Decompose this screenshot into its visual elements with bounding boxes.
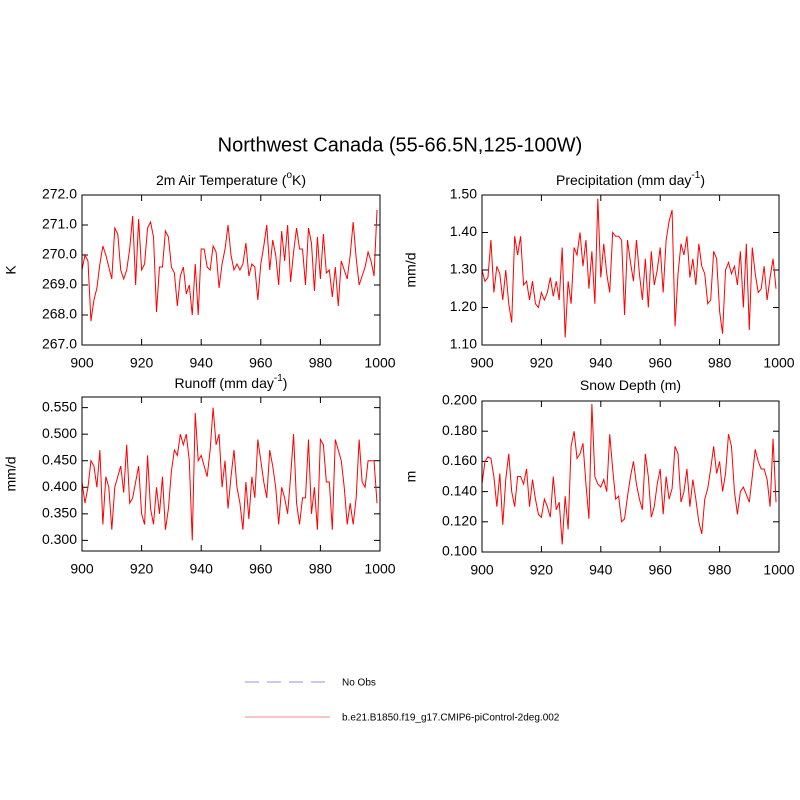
title-part: K) [292, 172, 306, 188]
subplot-title: Precipitation (mm day-1) [556, 170, 705, 188]
plot-frame [481, 194, 780, 346]
y-tick-label: 1.30 [450, 261, 477, 277]
x-tick-label: 960 [249, 355, 273, 371]
x-tick-label: 920 [130, 355, 154, 371]
x-tick-label: 940 [589, 562, 613, 578]
x-tick-label: 940 [190, 355, 214, 371]
title-part: ) [283, 375, 288, 391]
title-part: Precipitation (mm day [556, 172, 691, 188]
x-tick-label: 900 [470, 562, 494, 578]
y-tick-label: 269.0 [42, 276, 77, 292]
y-tick-label: 0.400 [42, 478, 77, 494]
subplot-title: 2m Air Temperature (oK) [156, 170, 306, 188]
legend-label: b.e21.B1850.f19_g17.CMIP6-piControl-2deg… [342, 713, 560, 724]
y-tick-label: 0.120 [442, 513, 477, 529]
x-tick-label: 900 [70, 355, 94, 371]
plot-frame [81, 396, 381, 552]
x-tick-label: 980 [708, 355, 732, 371]
y-tick-label: 1.10 [450, 336, 477, 352]
y-tick-label: 0.300 [42, 531, 77, 547]
y-tick-label: 0.350 [42, 505, 77, 521]
y-tick-label: 1.40 [450, 223, 477, 239]
y-tick-label: 0.140 [442, 482, 477, 498]
title-part: o [286, 170, 292, 181]
y-tick-label: 0.100 [442, 543, 477, 559]
x-tick-label: 1000 [364, 561, 395, 577]
x-tick-label: 980 [708, 562, 732, 578]
plot-frame [81, 194, 381, 346]
legend-label: No Obs [342, 678, 376, 689]
y-tick-label: 0.450 [42, 451, 77, 467]
subplot-title: Snow Depth (m) [580, 377, 681, 393]
x-tick-label: 900 [70, 561, 94, 577]
y-tick-label: 1.20 [450, 298, 477, 314]
y-tick-label: 0.180 [442, 422, 477, 438]
x-tick-label: 1000 [763, 355, 794, 371]
data-line [481, 198, 777, 338]
x-tick-label: 940 [190, 561, 214, 577]
y-axis-label: K [3, 265, 19, 275]
x-tick-label: 920 [130, 561, 154, 577]
y-axis-label: mm/d [403, 253, 419, 288]
y-tick-label: 271.0 [42, 216, 77, 232]
x-tick-label: 980 [309, 561, 333, 577]
data-line [81, 209, 378, 322]
y-axis-label: m [403, 471, 419, 483]
y-tick-label: 0.500 [42, 425, 77, 441]
title-part: Runoff (mm day [175, 375, 274, 391]
x-tick-label: 960 [249, 561, 273, 577]
title-part: Snow Depth (m) [580, 377, 681, 393]
y-tick-label: 268.0 [42, 306, 77, 322]
y-tick-label: 270.0 [42, 246, 77, 262]
y-tick-label: 1.50 [450, 186, 477, 202]
plot-frame [481, 400, 780, 553]
x-tick-label: 960 [649, 355, 673, 371]
title-part: -1 [691, 170, 700, 181]
x-tick-label: 1000 [763, 562, 794, 578]
y-tick-label: 0.200 [442, 392, 477, 408]
figure-title: Northwest Canada (55-66.5N,125-100W) [218, 134, 583, 156]
title-part: ) [700, 172, 705, 188]
x-tick-label: 920 [530, 562, 554, 578]
x-tick-label: 920 [530, 355, 554, 371]
y-tick-label: 0.550 [42, 398, 77, 414]
data-line [81, 407, 378, 541]
y-tick-label: 272.0 [42, 186, 77, 202]
title-part: -1 [274, 373, 283, 384]
x-tick-label: 940 [589, 355, 613, 371]
x-tick-label: 980 [309, 355, 333, 371]
x-tick-label: 960 [649, 562, 673, 578]
x-tick-label: 1000 [364, 355, 395, 371]
y-axis-label: mm/d [3, 457, 19, 492]
title-part: 2m Air Temperature ( [156, 172, 287, 188]
x-tick-label: 900 [470, 355, 494, 371]
subplot-title: Runoff (mm day-1) [175, 373, 288, 391]
y-tick-label: 0.160 [442, 452, 477, 468]
data-line [481, 403, 777, 545]
y-tick-label: 267.0 [42, 336, 77, 352]
